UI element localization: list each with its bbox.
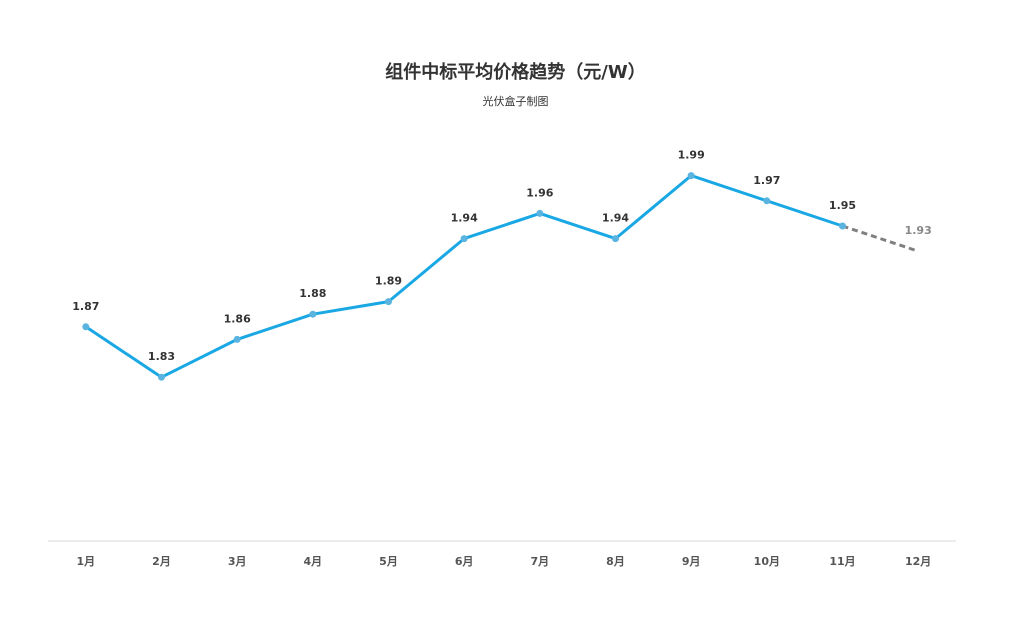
- data-label: 1.86: [224, 312, 251, 325]
- x-tick-label: 4月: [304, 555, 323, 568]
- data-point: [536, 209, 544, 217]
- data-label: 1.93: [905, 224, 932, 237]
- data-label: 1.89: [375, 275, 402, 288]
- data-point: [233, 335, 241, 343]
- data-label: 1.96: [526, 186, 553, 199]
- x-tick-label: 5月: [379, 555, 398, 568]
- x-tick-label: 3月: [228, 555, 247, 568]
- data-point: [82, 323, 90, 331]
- x-tick-label: 7月: [531, 555, 550, 568]
- data-label: 1.83: [148, 350, 175, 363]
- x-tick-label: 11月: [829, 555, 855, 568]
- data-label: 1.94: [602, 212, 629, 225]
- data-point: [158, 373, 165, 381]
- data-point: [309, 310, 317, 318]
- data-point: [385, 298, 392, 306]
- x-tick-label: 6月: [455, 555, 474, 568]
- x-tick-label: 2月: [152, 555, 171, 568]
- data-point: [687, 172, 695, 180]
- x-tick-label: 9月: [682, 555, 701, 568]
- x-tick-label: 12月: [905, 555, 931, 568]
- series-line-forecast: [842, 224, 919, 253]
- x-tick-label: 1月: [77, 555, 96, 568]
- data-label: 1.88: [299, 287, 326, 300]
- data-label: 1.99: [678, 149, 705, 162]
- data-point: [460, 235, 468, 243]
- x-tick-label: 8月: [606, 555, 625, 568]
- data-label: 1.87: [72, 300, 99, 313]
- data-label: 1.97: [753, 174, 780, 187]
- data-label: 1.94: [451, 212, 478, 225]
- data-point: [612, 235, 619, 243]
- x-tick-label: 10月: [754, 555, 780, 568]
- chart-subtitle: 光伏盒子制图: [482, 95, 549, 108]
- data-point: [839, 222, 846, 230]
- series-line-actual: [84, 174, 844, 379]
- data-point: [763, 197, 771, 205]
- data-label: 1.95: [829, 199, 856, 212]
- chart-title: 组件中标平均价格趋势（元/W）: [385, 62, 646, 83]
